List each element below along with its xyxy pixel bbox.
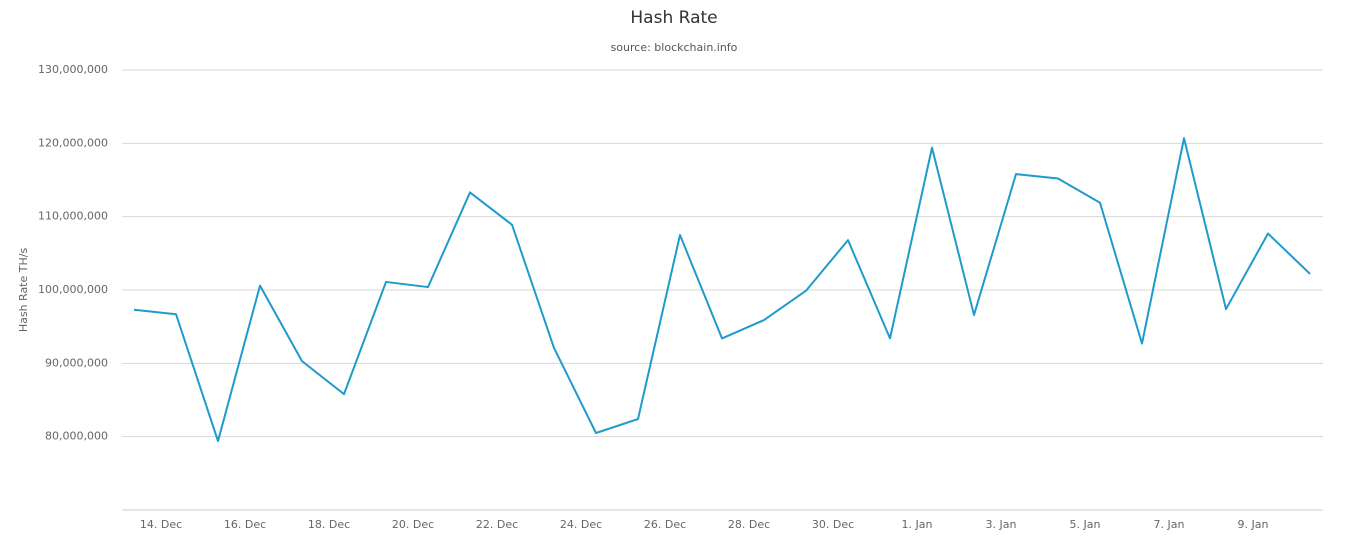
chart-subtitle: source: blockchain.info: [611, 41, 738, 54]
y-axis-title: Hash Rate TH/s: [17, 248, 30, 333]
data-line: [133, 137, 1311, 443]
x-tick-label: 18. Dec: [308, 518, 350, 531]
y-tick-label: 90,000,000: [45, 356, 108, 369]
x-tick-label: 28. Dec: [728, 518, 770, 531]
y-tick-label: 110,000,000: [38, 210, 108, 223]
y-tick-label: 130,000,000: [38, 63, 108, 76]
x-tick-label: 7. Jan: [1154, 518, 1185, 531]
x-tick-label: 26. Dec: [644, 518, 686, 531]
x-tick-label: 22. Dec: [476, 518, 518, 531]
y-tick-label: 100,000,000: [38, 283, 108, 296]
x-tick-label: 16. Dec: [224, 518, 266, 531]
x-tick-label: 9. Jan: [1238, 518, 1269, 531]
x-tick-label: 20. Dec: [392, 518, 434, 531]
x-tick-label: 30. Dec: [812, 518, 854, 531]
x-tick-label: 24. Dec: [560, 518, 602, 531]
x-tick-label: 3. Jan: [986, 518, 1017, 531]
chart-title: Hash Rate: [630, 8, 717, 28]
x-tick-label: 14. Dec: [140, 518, 182, 531]
y-tick-label: 120,000,000: [38, 136, 108, 149]
x-tick-label: 1. Jan: [902, 518, 933, 531]
y-tick-label: 80,000,000: [45, 430, 108, 443]
x-tick-label: 5. Jan: [1070, 518, 1101, 531]
